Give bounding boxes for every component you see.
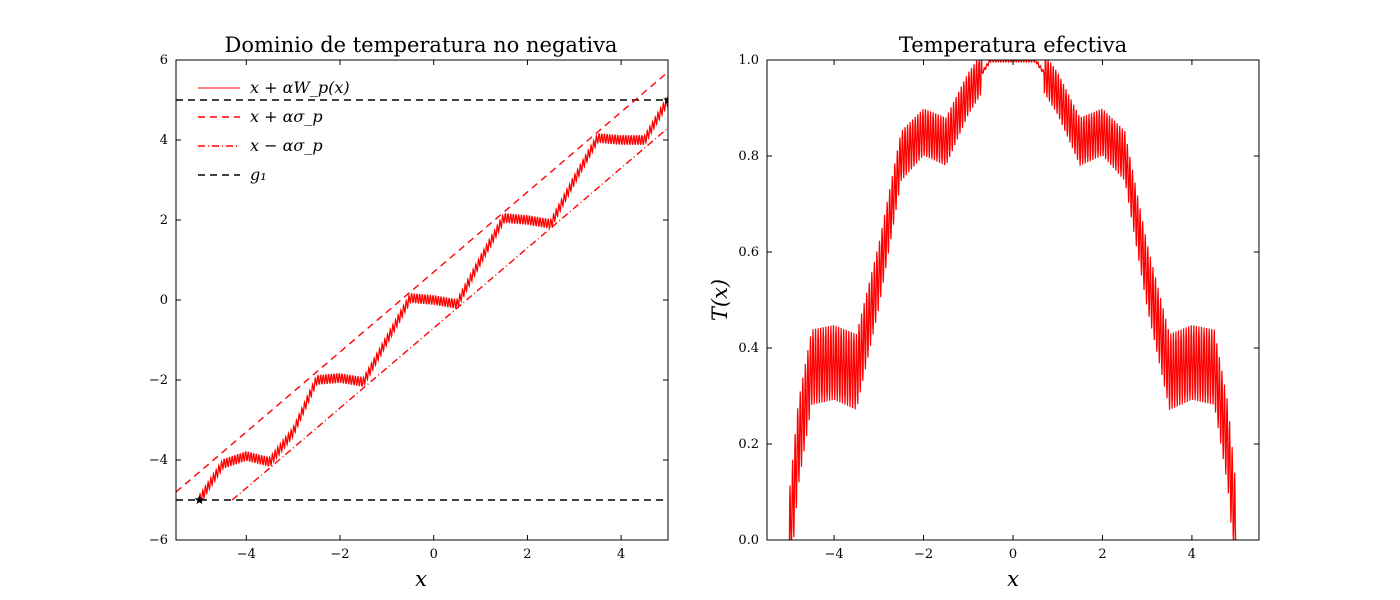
y-tick-label: 0.0 [738, 533, 759, 548]
right-axes-frame [766, 59, 1260, 541]
y-tick-label: −6 [149, 533, 168, 548]
t-curve [788, 60, 1237, 540]
right-x-axis-label: x [1007, 567, 1019, 591]
right-plot-area [788, 60, 1237, 540]
y-tick-label: 0.4 [738, 341, 759, 356]
x-tick-label: 2 [523, 547, 531, 562]
y-tick-label: 1.0 [738, 53, 759, 68]
x-tick-label: 2 [1098, 547, 1106, 562]
y-tick-label: 0.8 [738, 149, 759, 164]
right-chart: Temperatura efectiva −4 −2 0 2 4 0.00.20.40.… [708, 33, 1260, 591]
star-marker [194, 495, 205, 505]
left-chart-title: Dominio de temperatura no negativa [225, 33, 618, 57]
y-tick-label: −4 [149, 453, 168, 468]
y-tick-label: 4 [160, 133, 168, 148]
x-tick-label: −2 [914, 547, 933, 562]
y-tick-label: 0.6 [738, 245, 759, 260]
x-tick-label: 0 [430, 547, 438, 562]
left-plot-area [176, 71, 668, 505]
left-x-ticks: −4 −2 0 2 4 [237, 60, 625, 562]
x-tick-label: 4 [1188, 547, 1196, 562]
left-chart: Dominio de temperatura no negativa −4 −2 0… [149, 33, 669, 591]
right-y-ticks: 0.0 0.2 0.4 0.6 0.8 1.0 [738, 53, 1259, 548]
y-tick-label: 0 [160, 293, 168, 308]
wp-curve [198, 96, 668, 504]
left-legend: x + αW_p(x) x + ασ_p x − ασ_p g₁ [198, 78, 350, 184]
left-x-axis-label: x [415, 567, 427, 591]
x-tick-label: −4 [825, 547, 844, 562]
legend-label-g1: g₁ [250, 165, 267, 184]
y-tick-label: 2 [160, 213, 168, 228]
legend-label-upper: x + ασ_p [250, 107, 323, 126]
y-tick-label: −2 [149, 373, 168, 388]
lower-bound-line [231, 127, 668, 501]
x-tick-label: 4 [617, 547, 625, 562]
right-x-ticks: −4 −2 0 2 4 [825, 60, 1196, 562]
right-y-axis-label: T(x) [708, 279, 732, 321]
left-y-ticks: −6 −4 −2 0 2 4 6 [149, 53, 668, 548]
x-tick-label: −2 [330, 547, 349, 562]
star-marker [663, 95, 668, 105]
x-tick-label: 0 [1009, 547, 1017, 562]
legend-label-lower: x − ασ_p [250, 136, 323, 155]
y-tick-label: 6 [160, 53, 168, 68]
legend-label-wp: x + αW_p(x) [250, 78, 350, 97]
x-tick-label: −4 [237, 547, 256, 562]
upper-bound-line [176, 71, 668, 493]
right-chart-title: Temperatura efectiva [899, 33, 1127, 57]
y-tick-label: 0.2 [738, 437, 759, 452]
